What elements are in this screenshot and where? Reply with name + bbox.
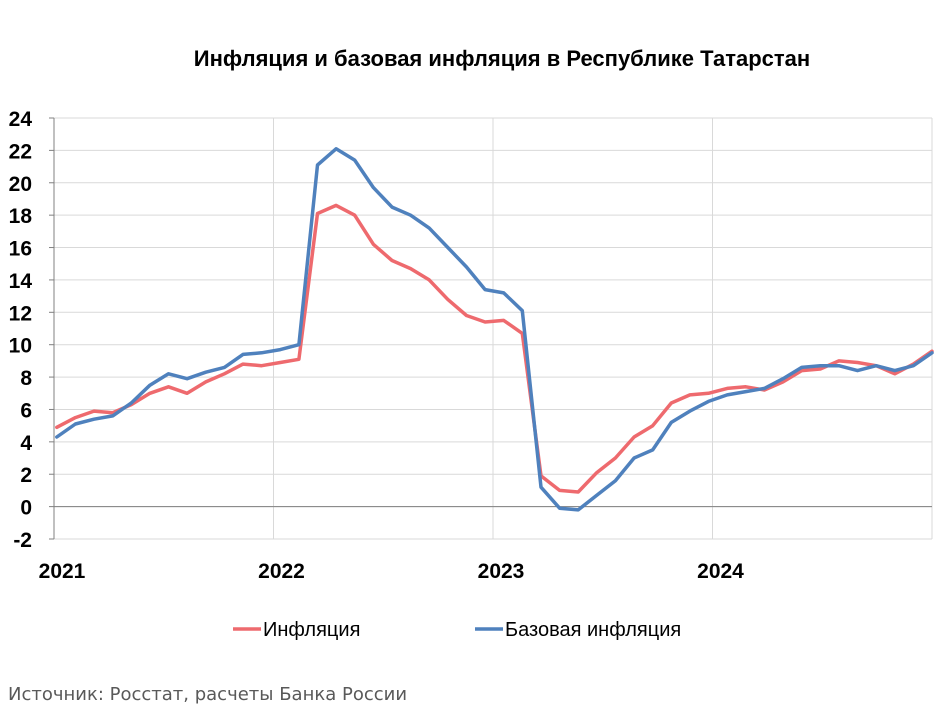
y-tick-label: 24 (9, 108, 33, 131)
x-tick-label: 2023 (478, 560, 525, 583)
legend: Инфляция Базовая инфляция (233, 619, 681, 641)
y-tick-label: 18 (9, 205, 33, 228)
x-tick-label: 2022 (258, 560, 305, 583)
legend-label: Базовая инфляция (505, 619, 681, 641)
grid (53, 117, 933, 540)
series-lines (55, 147, 934, 512)
y-tick-label: 4 (20, 432, 32, 455)
y-tick-label: 6 (20, 399, 32, 422)
y-tick-label: 20 (9, 173, 32, 196)
axes (49, 117, 932, 540)
y-tick-label: 16 (9, 238, 32, 261)
series-line-core-inflation (55, 147, 934, 512)
y-tick-label: 14 (9, 270, 33, 293)
y-tick-label: -2 (13, 529, 32, 552)
chart-title: Инфляция и базовая инфляция в Республике… (194, 46, 810, 71)
y-tick-label: 12 (9, 302, 32, 325)
series-line-inflation (55, 203, 934, 494)
x-axis-ticks: 2021 2022 2023 2024 (39, 560, 745, 583)
y-tick-label: 2 (20, 464, 32, 487)
y-tick-label: 22 (9, 140, 32, 163)
x-tick-label: 2024 (697, 560, 744, 583)
x-tick-label: 2021 (39, 560, 86, 583)
y-tick-label: 10 (9, 335, 32, 358)
source-note: Источник: Росстат, расчеты Банка России (8, 684, 408, 705)
y-tick-label: 8 (20, 367, 32, 390)
y-tick-label: 0 (20, 497, 32, 520)
legend-label: Инфляция (263, 619, 360, 641)
